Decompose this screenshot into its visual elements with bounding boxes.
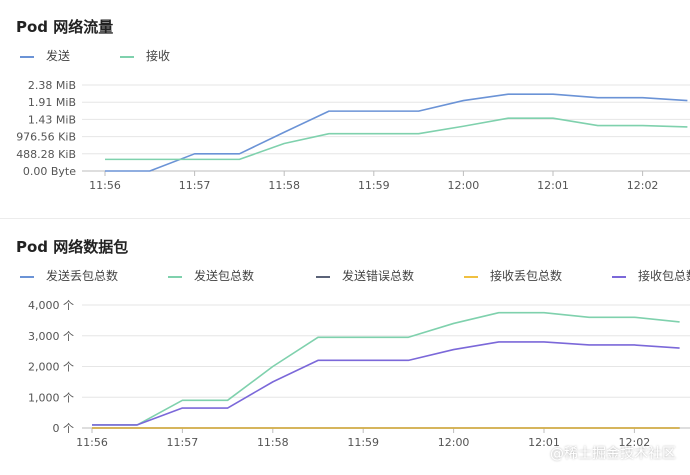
legend-swatch: [464, 275, 478, 278]
legend-swatch: [120, 55, 134, 58]
x-tick-label: 12:01: [528, 436, 560, 449]
legend-swatch: [316, 275, 330, 278]
network-packets-panel: Pod 网络数据包 发送丢包总数 发送包总数 发送错误总数 接收丢包总数 接收包总数 0…: [0, 222, 690, 472]
legend-item[interactable]: 接收丢包总数: [464, 267, 562, 284]
y-tick-label: 0 个: [53, 422, 75, 435]
chart-title: Pod 网络数据包: [16, 238, 129, 256]
legend-label: 接收: [146, 49, 171, 63]
series-line[interactable]: [92, 311, 680, 426]
legend-item[interactable]: 发送: [20, 47, 70, 64]
legend-label: 接收包总数: [638, 269, 690, 283]
x-tick-label: 11:58: [268, 179, 300, 192]
x-tick-label: 11:58: [257, 436, 289, 449]
x-tick-label: 11:56: [89, 179, 121, 192]
network-traffic-chart: 0.00 Byte 488.28 KiB 976.56 KiB 1.43 MiB 1.9…: [16, 79, 690, 192]
legend-item[interactable]: 接收包总数: [612, 267, 690, 284]
y-tick-label: 488.28 KiB: [16, 148, 76, 161]
legend-swatch: [168, 275, 182, 278]
chart-title: Pod 网络流量: [16, 18, 114, 36]
series-line[interactable]: [105, 117, 688, 161]
x-tick-label: 12:00: [438, 436, 470, 449]
y-tick-label: 0.00 Byte: [23, 165, 76, 178]
y-tick-label: 2,000 个: [28, 361, 74, 374]
series-line[interactable]: [92, 341, 680, 426]
y-tick-label: 1.91 MiB: [28, 96, 76, 109]
legend-label: 发送丢包总数: [46, 269, 119, 283]
legend-item[interactable]: 发送错误总数: [316, 267, 414, 284]
legend-label: 接收丢包总数: [490, 269, 563, 283]
legend-label: 发送: [46, 49, 71, 63]
legend-swatch: [612, 275, 626, 278]
x-tick-label: 12:01: [537, 179, 569, 192]
x-tick-label: 11:59: [347, 436, 379, 449]
y-tick-label: 1,000 个: [28, 391, 74, 404]
y-tick-label: 4,000 个: [28, 299, 74, 312]
network-packets-chart: 0 个 1,000 个 2,000 个 3,000 个 4,000 个 11:56 11:5…: [28, 299, 690, 449]
series-line[interactable]: [105, 93, 688, 172]
y-tick-label: 976.56 KiB: [16, 131, 76, 144]
x-tick-label: 12:00: [448, 179, 480, 192]
legend-label: 发送错误总数: [342, 269, 415, 283]
x-tick-label: 11:57: [167, 436, 199, 449]
x-tick-label: 11:56: [76, 436, 108, 449]
watermark: @稀土掘金技术社区: [550, 446, 676, 462]
y-tick-label: 1.43 MiB: [28, 113, 76, 126]
panel-divider: [0, 218, 690, 219]
x-tick-label: 11:59: [358, 179, 390, 192]
x-tick-label: 12:02: [619, 436, 651, 449]
legend-label: 发送包总数: [194, 269, 255, 283]
legend-item[interactable]: 发送丢包总数: [20, 267, 118, 284]
legend-item[interactable]: 接收: [120, 47, 170, 64]
legend-item[interactable]: 发送包总数: [168, 267, 254, 284]
x-tick-label: 12:02: [627, 179, 659, 192]
x-tick-label: 11:57: [179, 179, 211, 192]
legend-swatch: [20, 55, 34, 58]
y-tick-label: 3,000 个: [28, 330, 74, 343]
network-traffic-panel: Pod 网络流量 发送 接收 0.00 Byte 488.28 KiB 976.56 …: [0, 0, 690, 210]
y-tick-label: 2.38 MiB: [28, 79, 76, 92]
legend-swatch: [20, 275, 34, 278]
